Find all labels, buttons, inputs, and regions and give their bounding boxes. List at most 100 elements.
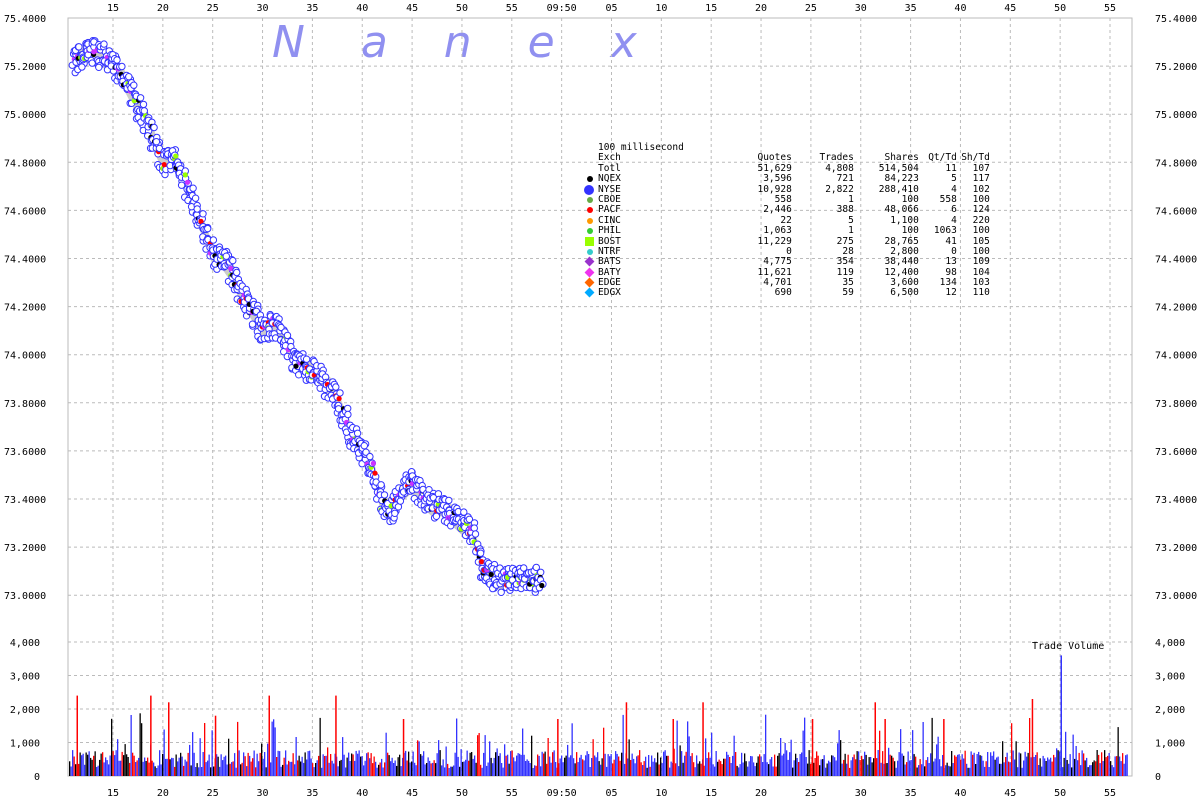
volume-bar (699, 761, 701, 776)
legend-qt-td: 134 (939, 277, 957, 289)
volume-peak-bar (76, 695, 78, 776)
volume-bar (979, 755, 981, 776)
nyse-quote-marker (283, 331, 292, 340)
volume-bar (673, 748, 675, 776)
volume-bar (1021, 767, 1023, 776)
volume-bar (577, 762, 579, 776)
volume-bar (595, 757, 597, 776)
volume-bar (246, 766, 248, 776)
volume-tick-label-left: 0 (34, 772, 40, 783)
legend-row-bost: BOST 11,229 275 28,765 41 105 (584, 236, 990, 247)
volume-bar (393, 763, 395, 776)
volume-bar (1081, 750, 1083, 776)
volume-bar (1066, 760, 1068, 776)
volume-bar (846, 763, 848, 776)
volume-bar (400, 766, 402, 776)
y-tick-label-left: 74.6000 (4, 206, 46, 217)
nyse-quote-marker (113, 56, 121, 64)
y-tick-label-right: 73.4000 (1155, 495, 1197, 506)
volume-bar (129, 762, 131, 776)
volume-bar (387, 752, 389, 776)
volume-bar (772, 766, 774, 776)
volume-bar (949, 766, 951, 776)
volume-bar (507, 754, 509, 776)
volume-bar (483, 752, 485, 776)
volume-bar (738, 767, 740, 776)
volume-bar (886, 763, 888, 776)
volume-bar (796, 758, 798, 776)
legend-exchange: BATY (598, 266, 621, 278)
volume-bar (1053, 754, 1055, 776)
volume-bar (1090, 765, 1092, 776)
x-tick-label-top: 20 (157, 3, 169, 14)
nyse-quote-marker (432, 512, 441, 520)
volume-bar (493, 757, 495, 776)
nyse-quote-marker (209, 236, 218, 244)
legend-trades: 388 (836, 204, 854, 216)
legend-exchange: BATS (598, 256, 621, 268)
y-tick-label-right: 74.6000 (1155, 206, 1197, 217)
volume-bar (646, 767, 648, 776)
volume-bar (300, 761, 302, 776)
volume-bar (354, 760, 356, 776)
volume-bar (1002, 741, 1004, 776)
volume-bar (991, 755, 993, 776)
volume-bar (1111, 765, 1113, 776)
volume-bar (999, 763, 1001, 776)
volume-bar (976, 754, 978, 776)
x-tick-label-bottom: 45 (406, 788, 418, 799)
volume-bar (598, 761, 600, 776)
x-tick-label-bottom: 15 (705, 788, 717, 799)
volume-bar (927, 757, 929, 776)
volume-bar (639, 750, 641, 776)
volume-bar (586, 751, 588, 776)
volume-bar (549, 756, 551, 776)
volume-bar (727, 754, 729, 776)
volume-bar (1059, 751, 1061, 776)
volume-bar (1105, 757, 1107, 776)
volume-bar (634, 763, 636, 776)
volume-bar (441, 765, 443, 776)
volume-bar (784, 743, 786, 776)
volume-bar (121, 751, 123, 776)
volume-bar (1020, 753, 1022, 776)
volume-bar (835, 760, 837, 776)
volume-bar (418, 741, 420, 776)
volume-bar (823, 755, 825, 776)
x-tick-label-bottom: 09:50 (547, 788, 577, 799)
volume-bar (274, 727, 276, 776)
legend-quotes: 2,446 (763, 204, 792, 216)
volume-peak-bar (1031, 699, 1034, 776)
volume-bar (526, 759, 528, 776)
volume-bar (261, 743, 263, 776)
legend-qt-td: 4 (951, 214, 957, 226)
legend-row-bats: BATS 4,775 354 38,440 13 109 (584, 256, 990, 268)
volume-tick-label-left: 4,000 (10, 638, 40, 649)
volume-bar (1024, 751, 1026, 776)
volume-bar (723, 758, 725, 776)
legend-row-baty: BATY 11,621 119 12,400 98 104 (584, 266, 990, 278)
legend-qt-td: 98 (945, 266, 957, 278)
x-tick-label-bottom: 10 (655, 788, 667, 799)
volume-bar (1080, 765, 1082, 776)
volume-bar (912, 730, 914, 776)
volume-bar (280, 766, 282, 776)
volume-bar (1044, 758, 1046, 776)
volume-bar (559, 758, 561, 776)
legend-exchange: EDGE (598, 277, 621, 289)
volume-bar (1069, 754, 1071, 776)
legend-exchange: NQEX (598, 173, 621, 185)
legend-shares: 1,100 (890, 214, 919, 226)
x-tick-label-bottom: 35 (905, 788, 917, 799)
x-tick-label-bottom: 20 (755, 788, 767, 799)
legend-exchange: PACF (598, 204, 621, 216)
legend-trades: 2,822 (825, 183, 854, 195)
volume-bar (633, 758, 635, 776)
volume-bar (576, 752, 578, 776)
volume-bar (496, 748, 498, 776)
volume-bar (157, 765, 159, 776)
volume-bar (364, 760, 366, 776)
volume-bar (127, 757, 129, 776)
legend-shares: 38,440 (884, 256, 919, 268)
volume-bar (651, 755, 653, 776)
